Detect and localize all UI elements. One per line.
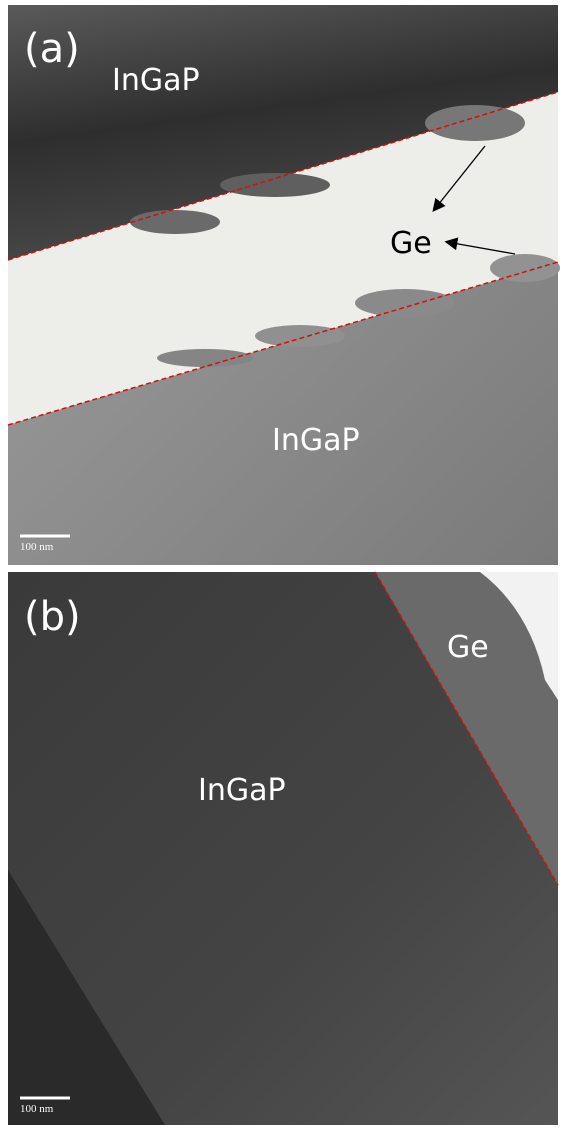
figure: (a) InGaP Ge InGaP 100 nm (b) Ge InGaP 1…: [0, 0, 563, 1131]
ge-island: [355, 289, 455, 317]
region-label: InGaP: [112, 63, 200, 98]
region-label: Ge: [390, 226, 432, 261]
ge-island: [255, 325, 345, 347]
region-label: InGaP: [272, 423, 360, 458]
panel-a: (a) InGaP Ge InGaP 100 nm: [8, 5, 560, 565]
ge-island: [490, 254, 560, 282]
panel-label: (a): [24, 26, 80, 72]
ge-island: [220, 173, 330, 197]
scale-label: 100 nm: [20, 541, 54, 553]
scale-label: 100 nm: [20, 1103, 54, 1115]
ge-island: [425, 105, 525, 141]
panel-b: (b) Ge InGaP 100 nm: [8, 572, 558, 1125]
panel-label: (b): [24, 594, 81, 640]
region-label: Ge: [447, 630, 489, 665]
ge-island: [157, 349, 253, 367]
ge-island: [130, 210, 220, 234]
region-label: InGaP: [198, 773, 286, 808]
